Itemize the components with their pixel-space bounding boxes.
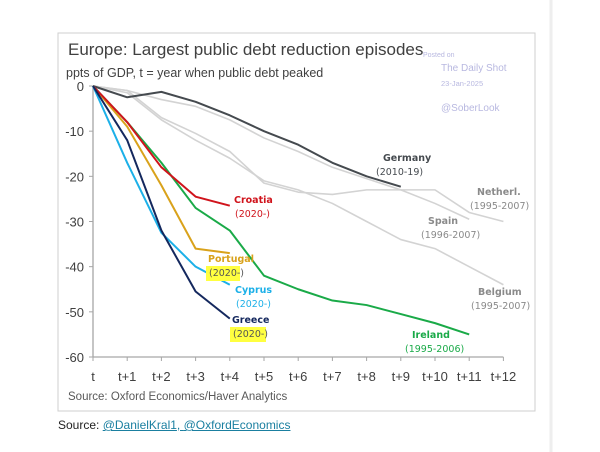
series-period-croatia: (2020-)	[235, 209, 270, 220]
watermark-date: 23-Jan-2025	[441, 79, 483, 88]
chart-title: Europe: Largest public debt reduction ep…	[68, 40, 423, 59]
series-label-cyprus: Cyprus	[235, 285, 272, 296]
series-label-netherl: Netherl.	[477, 187, 521, 198]
y-tick-label: -50	[65, 305, 84, 320]
series-period-netherl: (1995-2007)	[470, 201, 529, 212]
watermark-site: The Daily Shot	[441, 63, 507, 74]
series-line-germany	[92, 85, 402, 188]
watermark-handle: @SoberLook	[441, 103, 501, 114]
series-period-cyprus: (2020-)	[236, 299, 271, 310]
series-label-germany: Germany	[383, 153, 432, 164]
footer-source: Source: @DanielKral1, @OxfordEconomics	[58, 418, 290, 432]
x-tick-label: t+11	[457, 369, 482, 384]
watermark: Posted on The Daily Shot 23-Jan-2025 @So…	[423, 52, 507, 114]
link-danielkral[interactable]: @DanielKral1	[102, 418, 177, 432]
x-tick-label: t+5	[255, 369, 273, 384]
series-label-ireland: Ireland	[412, 330, 450, 341]
series-label-croatia: Croatia	[234, 195, 273, 206]
x-tick-label: t+12	[491, 369, 517, 384]
y-tick-label: -30	[65, 215, 84, 230]
x-tick-label: t+2	[152, 369, 170, 384]
footer-prefix: Source:	[58, 418, 103, 432]
y-tick-label: -10	[65, 124, 84, 139]
series-label-spain: Spain	[428, 216, 458, 227]
footer-sep: ,	[176, 418, 184, 432]
series-line-belgium	[92, 85, 504, 286]
series-label-belgium: Belgium	[478, 287, 522, 298]
chart-source-note: Source: Oxford Economics/Haver Analytics	[68, 391, 287, 403]
x-tick-label: t+3	[186, 369, 204, 384]
series-line-croatia	[92, 85, 231, 207]
series-label-greece: Greece	[232, 315, 269, 326]
x-tick-label: t+6	[289, 369, 307, 384]
series-line-spain	[92, 85, 470, 220]
highlight-portugal	[206, 266, 240, 281]
x-tick-label: t	[91, 369, 95, 384]
series-period-belgium: (1995-2007)	[471, 301, 530, 312]
x-tick-label: t+1	[118, 369, 136, 384]
series-period-portugal: (2020-)	[209, 268, 244, 279]
x-tick-label: t+10	[422, 369, 448, 384]
series-line-netherl	[92, 85, 504, 223]
link-oxfordeconomics[interactable]: @OxfordEconomics	[183, 418, 291, 432]
series-period-greece: (2020-)	[233, 329, 268, 340]
watermark-posted: Posted on	[423, 52, 455, 59]
y-tick-label: -60	[65, 350, 84, 365]
series-period-ireland: (1995-2006)	[405, 344, 464, 355]
series-period-spain: (1996-2007)	[421, 230, 480, 241]
x-tick-label: t+8	[357, 369, 375, 384]
series-line-portugal	[92, 85, 230, 255]
highlight-greece	[230, 327, 266, 342]
series-label-portugal: Portugal	[208, 254, 254, 265]
chart-subtitle: ppts of GDP, t = year when public debt p…	[66, 66, 323, 80]
y-tick-label: 0	[77, 79, 84, 94]
series-period-germany: (2010-19)	[376, 167, 423, 178]
y-tick-label: -40	[65, 260, 84, 275]
series-line-ireland	[92, 85, 470, 336]
x-tick-label: t+4	[221, 369, 239, 384]
y-tick-label: -20	[65, 169, 84, 184]
x-tick-label: t+7	[323, 369, 341, 384]
x-tick-label: t+9	[392, 369, 410, 384]
series-line-greece	[92, 85, 231, 320]
